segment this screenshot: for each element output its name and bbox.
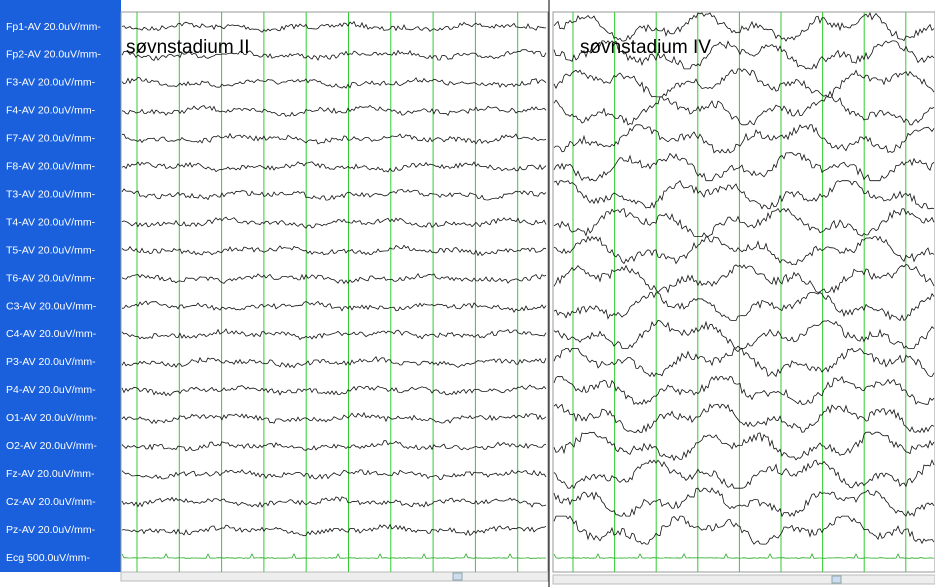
eeg-trace [553, 292, 935, 322]
channel-label: P4-AV 20.0uV/mm- [6, 384, 96, 396]
eeg-trace [121, 216, 547, 229]
channel-label-panel [0, 0, 121, 572]
channel-label: T6-AV 20.0uV/mm- [6, 272, 96, 284]
eeg-trace [121, 384, 547, 397]
eeg-trace [121, 469, 547, 481]
channel-label: Pz-AV 20.0uV/mm- [6, 524, 96, 536]
channel-label: T5-AV 20.0uV/mm- [6, 244, 96, 256]
eeg-trace [122, 132, 547, 145]
scrollbar-left[interactable] [120, 571, 549, 582]
eeg-panel-left [120, 11, 549, 573]
channel-label: F7-AV 20.0uV/mm- [6, 133, 96, 145]
channel-label: F4-AV 20.0uV/mm- [6, 105, 96, 117]
channel-label: C3-AV 20.0uV/mm- [6, 300, 97, 312]
panel-title: søvnstadium IV [580, 37, 711, 58]
eeg-trace [121, 20, 547, 33]
eeg-trace [121, 76, 547, 89]
eeg-trace [553, 124, 935, 154]
eeg-trace [553, 264, 935, 294]
channel-label: C4-AV 20.0uV/mm- [6, 328, 97, 340]
scrollbar-right[interactable] [552, 574, 935, 585]
ecg-trace [121, 553, 547, 559]
eeg-trace [121, 523, 547, 537]
eeg-trace [553, 179, 935, 210]
eeg-trace [553, 431, 935, 462]
eeg-trace [553, 40, 935, 70]
eeg-trace [553, 11, 935, 42]
eeg-trace [553, 68, 935, 98]
eeg-trace [121, 411, 547, 425]
eeg-trace [553, 375, 935, 406]
eeg-trace [121, 440, 547, 452]
channel-label: Cz-AV 20.0uV/mm- [6, 496, 96, 508]
eeg-trace [553, 235, 935, 266]
channel-label: O2-AV 20.0uV/mm- [6, 440, 97, 452]
channel-label: Fp1-AV 20.0uV/mm- [6, 21, 101, 33]
eeg-trace [121, 104, 547, 118]
channel-label: Fp2-AV 20.0uV/mm- [6, 49, 101, 61]
eeg-trace [121, 328, 547, 341]
panel-title: søvnstadium II [126, 37, 250, 58]
channel-label: F3-AV 20.0uV/mm- [6, 77, 96, 89]
eeg-trace [121, 244, 547, 257]
eeg-trace [553, 403, 935, 434]
eeg-trace [121, 300, 547, 313]
eeg-trace [553, 459, 935, 490]
eeg-trace [553, 319, 935, 349]
eeg-trace [553, 152, 935, 182]
ecg-trace [553, 553, 934, 559]
channel-label: O1-AV 20.0uV/mm- [6, 412, 97, 424]
scroll-thumb-left[interactable] [452, 572, 463, 581]
eeg-trace [553, 487, 935, 518]
channel-label: P3-AV 20.0uV/mm- [6, 356, 96, 368]
eeg-trace [553, 347, 935, 378]
eeg-trace [121, 161, 547, 173]
eeg-trace [553, 207, 935, 238]
channel-label: Fz-AV 20.0uV/mm- [6, 468, 95, 480]
channel-label: T3-AV 20.0uV/mm- [6, 188, 96, 200]
channel-label: Ecg 500.0uV/mm- [6, 552, 91, 564]
eeg-trace [121, 188, 547, 201]
channel-label: F8-AV 20.0uV/mm- [6, 161, 96, 173]
eeg-trace [553, 515, 935, 545]
scroll-thumb-right[interactable] [831, 575, 842, 584]
eeg-trace [121, 355, 547, 369]
eeg-trace [553, 96, 935, 126]
eeg-trace [121, 49, 547, 61]
channel-label: T4-AV 20.0uV/mm- [6, 216, 96, 228]
eeg-trace [121, 273, 547, 285]
eeg-trace [121, 496, 547, 508]
